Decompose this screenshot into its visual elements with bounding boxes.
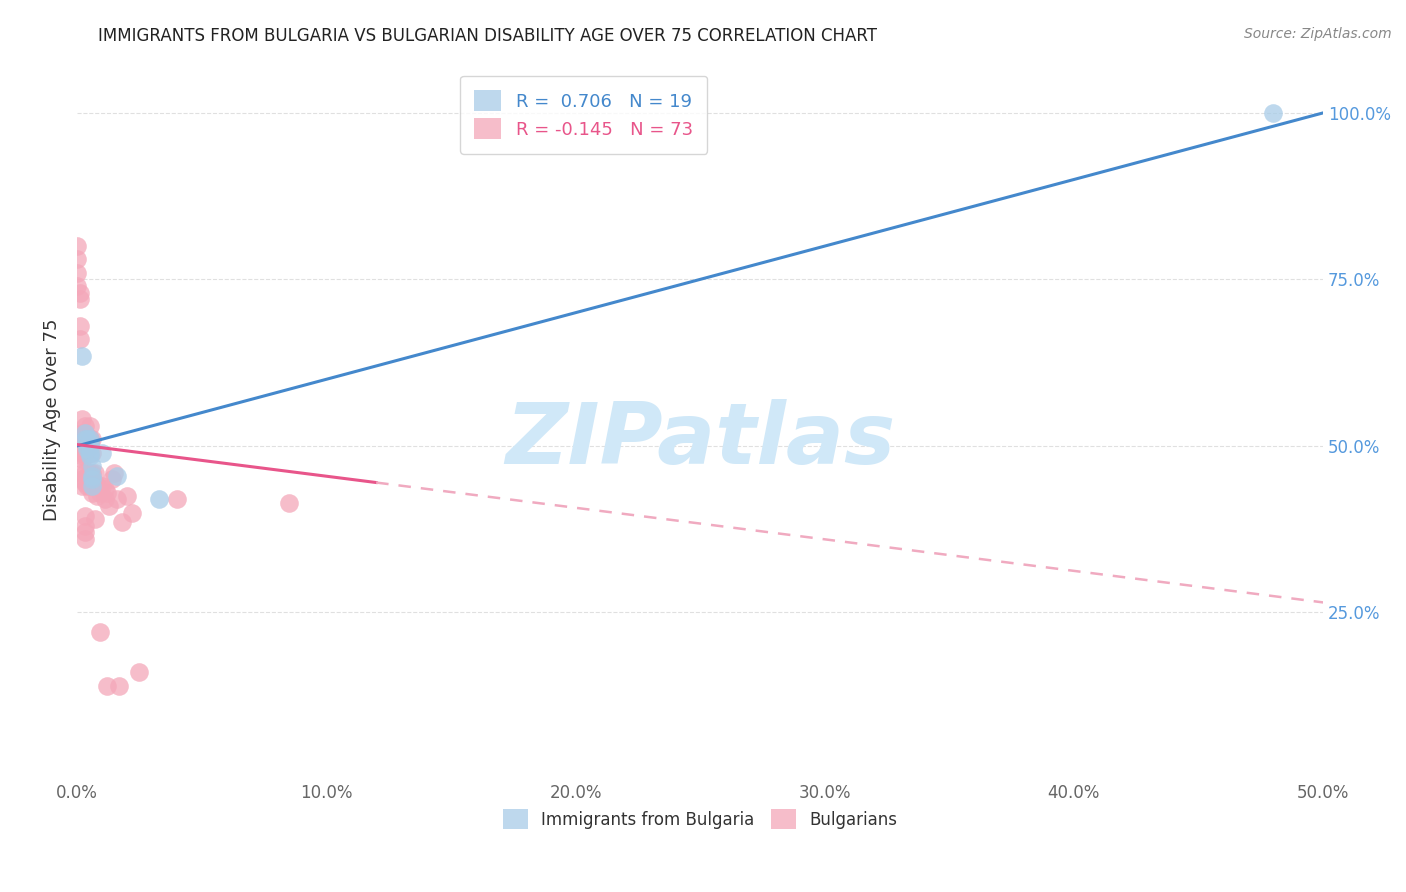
Point <box>66 266 89 280</box>
Point <box>73 432 96 446</box>
Point <box>79 418 101 433</box>
Point <box>86 479 108 493</box>
Point <box>73 418 96 433</box>
Point <box>76 479 98 493</box>
Point <box>76 435 98 450</box>
Point <box>73 508 96 523</box>
Point <box>79 435 101 450</box>
Point <box>96 679 118 693</box>
Point <box>70 435 93 450</box>
Point <box>80 432 103 446</box>
Point <box>69 318 91 333</box>
Point <box>73 439 96 453</box>
Point <box>73 432 96 446</box>
Text: IMMIGRANTS FROM BULGARIA VS BULGARIAN DISABILITY AGE OVER 75 CORRELATION CHART: IMMIGRANTS FROM BULGARIA VS BULGARIAN DI… <box>98 27 877 45</box>
Point <box>83 512 105 526</box>
Point <box>76 439 98 453</box>
Point <box>91 445 114 459</box>
Point <box>79 479 101 493</box>
Point <box>76 432 98 446</box>
Point <box>70 432 93 446</box>
Point <box>166 492 188 507</box>
Point <box>73 518 96 533</box>
Point <box>73 425 96 440</box>
Point <box>83 475 105 490</box>
Point <box>76 442 98 457</box>
Point <box>96 485 118 500</box>
Point <box>103 466 125 480</box>
Point <box>79 466 101 480</box>
Point <box>80 472 103 486</box>
Point <box>73 449 96 463</box>
Legend: Immigrants from Bulgaria, Bulgarians: Immigrants from Bulgaria, Bulgarians <box>496 803 904 835</box>
Point <box>101 472 124 486</box>
Point <box>70 452 93 467</box>
Point <box>91 479 114 493</box>
Point <box>105 468 128 483</box>
Point <box>73 525 96 540</box>
Point <box>76 442 98 457</box>
Point <box>86 489 108 503</box>
Point <box>115 489 138 503</box>
Point <box>69 293 91 307</box>
Point <box>80 468 103 483</box>
Point <box>70 466 93 480</box>
Point <box>70 412 93 426</box>
Point <box>80 485 103 500</box>
Point <box>1263 106 1285 120</box>
Point <box>70 449 93 463</box>
Point <box>69 332 91 346</box>
Point <box>70 349 93 363</box>
Point <box>80 445 103 459</box>
Point <box>79 432 101 446</box>
Point <box>69 285 91 300</box>
Point <box>79 435 101 450</box>
Point <box>108 679 131 693</box>
Point <box>80 479 103 493</box>
Point <box>73 435 96 450</box>
Point <box>111 516 134 530</box>
Point <box>79 449 101 463</box>
Point <box>69 439 91 453</box>
Point <box>121 506 143 520</box>
Point <box>83 466 105 480</box>
Point <box>148 492 170 507</box>
Point <box>89 485 111 500</box>
Point <box>66 239 89 253</box>
Point <box>70 472 93 486</box>
Point <box>89 625 111 640</box>
Point <box>79 432 101 446</box>
Y-axis label: Disability Age Over 75: Disability Age Over 75 <box>44 318 60 521</box>
Point <box>80 458 103 473</box>
Text: Source: ZipAtlas.com: Source: ZipAtlas.com <box>1244 27 1392 41</box>
Point <box>73 475 96 490</box>
Point <box>66 279 89 293</box>
Point <box>70 439 93 453</box>
Point <box>70 445 93 459</box>
Point <box>93 482 115 496</box>
Point <box>73 445 96 459</box>
Text: ZIPatlas: ZIPatlas <box>505 400 896 483</box>
Point <box>128 665 150 680</box>
Point <box>66 252 89 267</box>
Point <box>79 445 101 459</box>
Point <box>70 442 93 457</box>
Point <box>277 495 299 509</box>
Point <box>70 479 93 493</box>
Point <box>93 492 115 507</box>
Point <box>105 492 128 507</box>
Point <box>76 429 98 443</box>
Point <box>73 466 96 480</box>
Point <box>73 442 96 457</box>
Point <box>76 468 98 483</box>
Point <box>73 425 96 440</box>
Point <box>98 499 121 513</box>
Point <box>73 532 96 546</box>
Point <box>79 439 101 453</box>
Point <box>76 439 98 453</box>
Point <box>80 466 103 480</box>
Point <box>70 425 93 440</box>
